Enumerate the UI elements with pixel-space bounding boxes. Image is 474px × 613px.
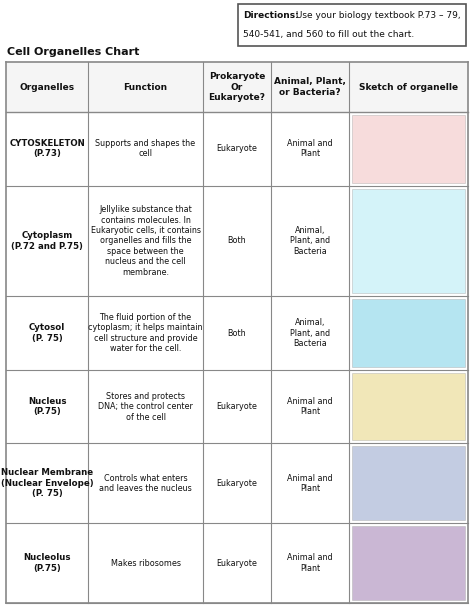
Bar: [6, 297, 468, 370]
Text: Sketch of organelle: Sketch of organelle: [359, 83, 458, 91]
Text: Cytosol
(P. 75): Cytosol (P. 75): [29, 324, 65, 343]
Text: Animal and
Plant: Animal and Plant: [287, 139, 333, 159]
Bar: [6, 112, 468, 186]
Bar: [6, 443, 468, 524]
Text: Nucleus
(P.75): Nucleus (P.75): [28, 397, 66, 416]
Bar: [6, 62, 468, 112]
Text: 540-541, and 560 to fill out the chart.: 540-541, and 560 to fill out the chart.: [243, 29, 414, 39]
Text: Use your biology textbook P.73 – 79,: Use your biology textbook P.73 – 79,: [293, 12, 461, 20]
Text: Stores and protects
DNA; the control center
of the cell: Stores and protects DNA; the control cen…: [98, 392, 193, 422]
Text: Animal,
Plant, and
Bacteria: Animal, Plant, and Bacteria: [290, 318, 330, 348]
Text: Both: Both: [228, 329, 246, 338]
Text: Function: Function: [123, 83, 168, 91]
Text: Jellylike substance that
contains molecules. In
Eukaryotic cells, it contains
or: Jellylike substance that contains molecu…: [91, 205, 201, 276]
Bar: [238, 4, 466, 46]
Text: Animal and
Plant: Animal and Plant: [287, 397, 333, 416]
Text: Animal,
Plant, and
Bacteria: Animal, Plant, and Bacteria: [290, 226, 330, 256]
Text: Eukaryote: Eukaryote: [217, 402, 257, 411]
Text: Supports and shapes the
cell: Supports and shapes the cell: [95, 139, 196, 159]
Text: Cytoplasm
(P.72 and P.75): Cytoplasm (P.72 and P.75): [11, 231, 83, 251]
Text: Eukaryote: Eukaryote: [217, 144, 257, 153]
Text: Controls what enters
and leaves the nucleus: Controls what enters and leaves the nucl…: [99, 474, 192, 493]
Text: Directions:: Directions:: [243, 12, 299, 20]
Text: Eukaryote: Eukaryote: [217, 558, 257, 568]
Bar: [352, 189, 465, 294]
Text: Makes ribosomes: Makes ribosomes: [110, 558, 181, 568]
Text: Animal and
Plant: Animal and Plant: [287, 554, 333, 573]
Bar: [6, 370, 468, 443]
Text: Cell Organelles Chart: Cell Organelles Chart: [7, 47, 139, 57]
Bar: [352, 115, 465, 183]
Text: CYTOSKELETON
(P.73): CYTOSKELETON (P.73): [9, 139, 85, 159]
Text: Both: Both: [228, 237, 246, 245]
Text: Organelles: Organelles: [19, 83, 75, 91]
Text: Prokaryote
Or
Eukaryote?: Prokaryote Or Eukaryote?: [209, 72, 265, 102]
Text: Eukaryote: Eukaryote: [217, 479, 257, 488]
Bar: [6, 524, 468, 603]
Text: Nuclear Membrane
(Nuclear Envelope)
(P. 75): Nuclear Membrane (Nuclear Envelope) (P. …: [1, 468, 93, 498]
Text: Animal, Plant,
or Bacteria?: Animal, Plant, or Bacteria?: [274, 77, 346, 97]
Text: Animal and
Plant: Animal and Plant: [287, 474, 333, 493]
Bar: [6, 186, 468, 297]
Bar: [352, 373, 465, 441]
Bar: [352, 299, 465, 367]
Bar: [352, 446, 465, 520]
Text: Nucleolus
(P.75): Nucleolus (P.75): [23, 554, 71, 573]
Text: The fluid portion of the
cytoplasm; it helps maintain
cell structure and provide: The fluid portion of the cytoplasm; it h…: [88, 313, 203, 353]
Bar: [352, 526, 465, 600]
